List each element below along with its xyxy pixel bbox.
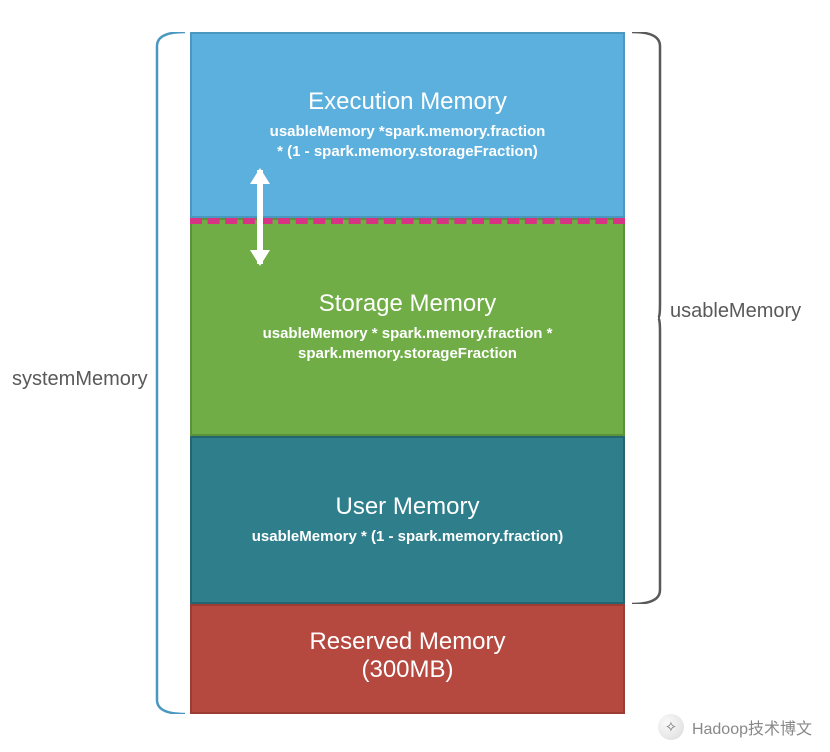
bidirectional-arrow [250,170,270,264]
block-title: Execution Memory [308,88,507,116]
watermark-icon: ✧ [658,714,684,740]
right-brace [630,32,664,604]
watermark: ✧ Hadoop技术博文 [658,714,812,740]
memory-block-2: User Memory usableMemory * (1 - spark.mem… [190,436,625,604]
block-subtitle: usableMemory * spark.memory.fraction *sp… [263,324,553,365]
block-title: Reserved Memory(300MB) [309,628,505,684]
memory-block-3: Reserved Memory(300MB) [190,604,625,714]
block-subtitle: usableMemory * (1 - spark.memory.fractio… [252,527,563,547]
memory-stack: Execution Memory usableMemory *spark.memo… [190,32,625,714]
block-title: User Memory [335,493,479,521]
right-label: usableMemory [670,300,801,323]
block-title: Storage Memory [319,290,496,318]
left-label: systemMemory [12,368,148,391]
watermark-text: Hadoop技术博文 [692,715,812,739]
block-subtitle: usableMemory *spark.memory.fraction* (1 … [270,122,546,163]
left-brace [155,32,189,714]
